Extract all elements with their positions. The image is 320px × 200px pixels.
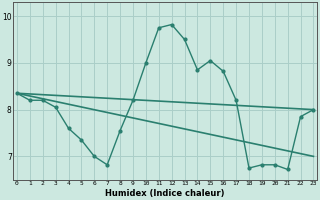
X-axis label: Humidex (Indice chaleur): Humidex (Indice chaleur) — [106, 189, 225, 198]
